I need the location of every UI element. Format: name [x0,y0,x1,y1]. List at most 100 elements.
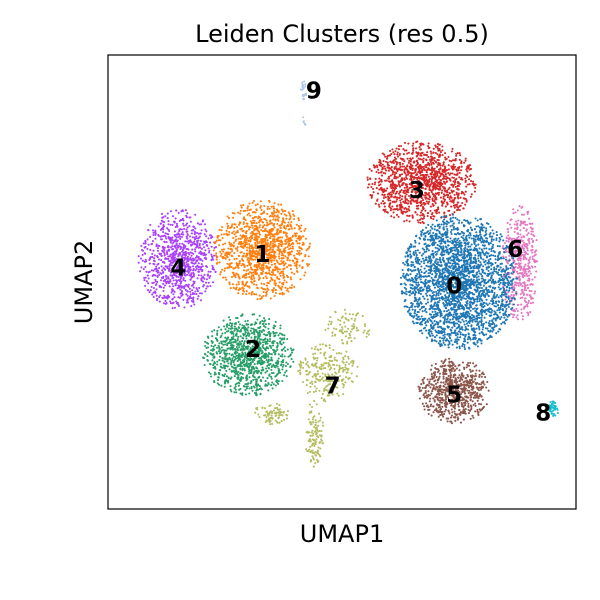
data-point [178,235,182,238]
data-point [385,160,388,163]
data-point [240,345,244,348]
data-point [531,301,534,304]
data-point [313,373,316,376]
data-point [446,201,449,204]
data-point [239,240,243,243]
data-point [185,228,188,231]
data-point [395,175,398,179]
data-point [173,221,176,224]
data-point [297,219,300,222]
data-point [234,223,237,226]
data-point [400,198,403,201]
data-point [211,256,214,259]
data-point [227,327,230,330]
data-point [154,233,157,236]
data-point [264,367,268,370]
data-point [258,331,261,334]
data-point [266,281,269,284]
data-point [258,294,261,297]
data-point [241,351,244,354]
data-point [458,171,461,174]
data-point [528,274,531,277]
data-point [334,311,337,314]
data-point [300,224,303,227]
data-point [201,252,204,255]
data-point [250,253,253,256]
data-point [221,268,224,271]
data-point [408,209,411,212]
data-point [145,270,148,273]
data-point [249,363,252,366]
data-point [274,361,277,365]
data-point [389,209,392,212]
data-point [387,196,390,199]
data-point [233,267,236,270]
data-point [266,207,269,210]
data-point [220,252,223,255]
data-point [196,240,199,243]
data-point [311,364,314,367]
data-point [199,268,203,271]
data-point [411,144,414,147]
data-point [252,199,256,203]
data-point [311,382,314,386]
data-point [390,215,393,218]
data-point [245,327,248,331]
data-point [237,374,240,377]
data-point [162,260,165,263]
data-point [184,254,188,257]
data-point [283,279,286,282]
data-point [313,444,316,447]
data-point [178,259,181,262]
data-point [276,214,279,217]
data-point [233,352,237,355]
data-point [300,364,303,367]
data-point [447,168,450,171]
data-point [307,255,310,258]
data-point [227,224,230,228]
data-point [458,158,461,161]
data-point [228,281,231,284]
data-point [416,213,419,216]
data-point [238,382,241,385]
data-point [204,340,207,343]
data-point [416,219,419,222]
data-point [167,257,170,260]
data-point [342,358,345,361]
data-point [226,337,229,340]
data-point [223,340,226,343]
data-point [212,281,215,284]
data-point [164,268,167,271]
data-point [218,261,221,264]
data-point [201,243,205,246]
data-point [183,227,186,230]
data-point [296,249,299,252]
data-point [239,234,242,237]
data-point [428,177,431,180]
data-point [274,267,277,270]
data-point [191,248,194,251]
data-point [137,261,140,264]
data-point [149,235,152,238]
data-point [246,264,249,267]
data-point [426,214,429,218]
data-point [344,325,347,328]
data-point [256,287,259,290]
data-point [285,281,288,284]
data-point [337,318,340,321]
data-point [314,390,317,393]
data-point [209,284,212,288]
data-point [227,342,230,345]
data-point [229,339,232,342]
data-point [394,192,397,195]
data-point [265,236,268,239]
data-point [381,163,384,166]
data-point [157,258,161,261]
data-point [406,164,409,167]
data-point [256,203,259,206]
data-point [452,200,455,203]
data-point [265,292,268,296]
data-point [282,363,285,367]
data-point [414,171,417,174]
